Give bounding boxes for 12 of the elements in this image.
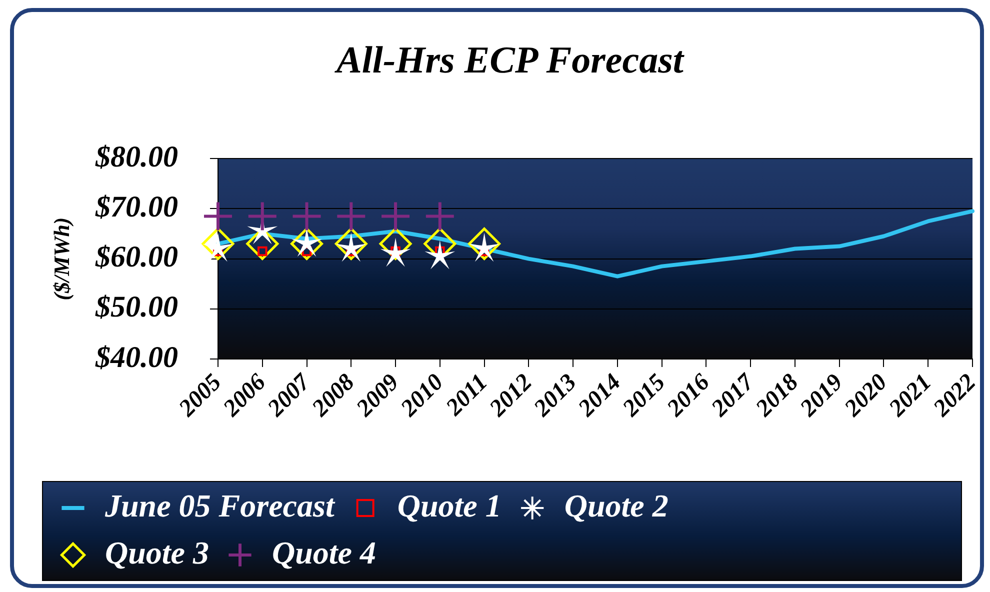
legend-label: Quote 4 xyxy=(272,534,376,570)
y-tick-label: $80.00 xyxy=(94,140,178,174)
legend-label: Quote 2 xyxy=(564,487,668,524)
y-tick-label: $70.00 xyxy=(94,190,178,224)
y-tick-label: $40.00 xyxy=(94,340,178,374)
legend-label: Quote 1 xyxy=(397,487,502,524)
y-tick-label: $50.00 xyxy=(94,290,178,324)
y-axis-title: ($/MWh) xyxy=(48,217,74,300)
chart-title: All-Hrs ECP Forecast xyxy=(334,40,685,82)
y-tick-label: $60.00 xyxy=(94,240,178,274)
legend-label: June 05 Forecast xyxy=(104,487,336,524)
legend-label: Quote 3 xyxy=(105,534,209,570)
